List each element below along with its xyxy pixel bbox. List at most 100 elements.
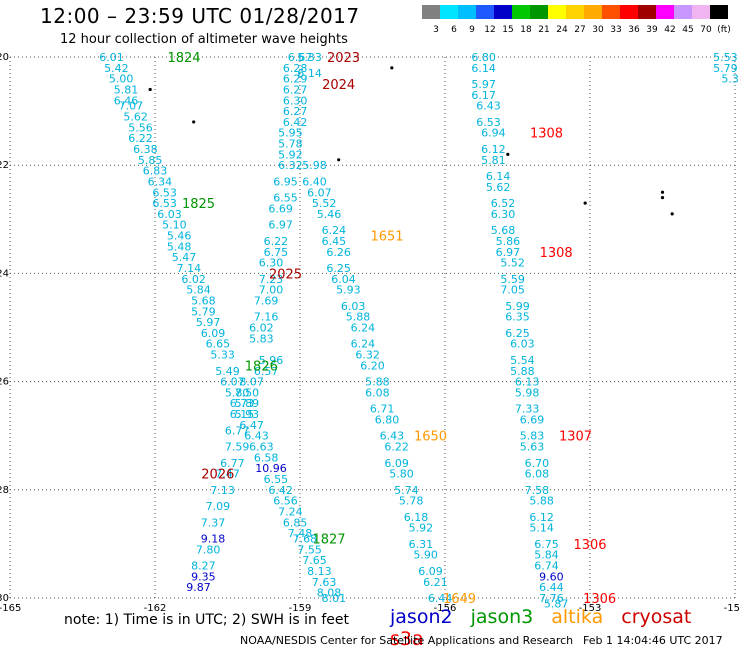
color-swatch bbox=[512, 5, 530, 19]
color-scale-label: 6 bbox=[451, 25, 457, 35]
wave-height-value: 6.26 bbox=[326, 246, 351, 259]
wave-height-value: 6.29 bbox=[283, 73, 308, 86]
color-scale-label: 9 bbox=[469, 25, 475, 35]
wave-height-value: 5.00 bbox=[109, 73, 134, 86]
wave-height-value: 5.98 bbox=[515, 386, 540, 399]
wave-height-value: 5.80 bbox=[225, 386, 250, 399]
wave-height-value: 7.14 bbox=[177, 262, 202, 275]
color-swatch bbox=[494, 5, 512, 19]
wave-height-value: 6.42 bbox=[268, 484, 293, 497]
wave-height-value: 5.46 bbox=[167, 230, 192, 243]
wave-height-value: 6.03 bbox=[510, 338, 535, 351]
wave-height-value: 5.95 bbox=[278, 127, 303, 140]
wave-height-value: 6.97 bbox=[496, 246, 521, 259]
wave-height-value: 7.23 bbox=[259, 273, 284, 286]
island-marker bbox=[192, 120, 196, 124]
y-tick-label: -22 bbox=[0, 160, 9, 171]
island-marker bbox=[583, 201, 587, 205]
wave-height-value: 9.87 bbox=[186, 581, 211, 594]
wave-height-value: 5.46 bbox=[317, 208, 342, 221]
color-swatch bbox=[674, 5, 692, 19]
wave-height-value: 6.27 bbox=[283, 83, 308, 96]
wave-height-value: 6.63 bbox=[249, 441, 274, 454]
wave-height-value: 5.88 bbox=[529, 495, 554, 508]
pass-time-label: 1306 bbox=[583, 592, 616, 607]
wave-height-value: 6.32 bbox=[355, 349, 380, 362]
wave-height-value: 5.97 bbox=[471, 78, 496, 91]
pass-time-label: 1827 bbox=[312, 532, 345, 547]
wave-height-value: 6.04 bbox=[331, 273, 356, 286]
wave-height-value: 6.53 bbox=[152, 197, 177, 210]
wave-height-value: 5.48 bbox=[167, 240, 192, 253]
wave-height-value: 5.54 bbox=[510, 354, 535, 367]
wave-height-value: 6.01 bbox=[99, 51, 124, 64]
x-tick-label: -159 bbox=[289, 603, 312, 614]
wave-height-value: 6.31 bbox=[409, 538, 434, 551]
wave-height-value: 6.02 bbox=[181, 273, 206, 286]
wave-height-value: 7.07 bbox=[119, 100, 144, 113]
wave-height-value: 5.14 bbox=[529, 522, 554, 535]
color-scale-label: 70 bbox=[700, 25, 712, 35]
pass-time-label: 1824 bbox=[167, 51, 200, 66]
color-swatch bbox=[440, 5, 458, 19]
chart-subtitle: 12 hour collection of altimeter wave hei… bbox=[60, 32, 348, 47]
color-swatch bbox=[710, 5, 728, 19]
wave-height-value: 6.14 bbox=[471, 62, 496, 75]
wave-height-value: 6.56 bbox=[273, 495, 298, 508]
wave-height-value: 6.32 bbox=[278, 159, 303, 172]
wave-height-value: 7.69 bbox=[254, 294, 279, 307]
wave-height-value: 10.96 bbox=[255, 462, 287, 475]
wave-height-value: 6.09 bbox=[201, 327, 226, 340]
wave-height-value: 6.52 bbox=[491, 197, 516, 210]
legend-jason3: jason3 bbox=[470, 606, 534, 628]
color-scale-label: (ft) bbox=[717, 25, 730, 35]
wave-height-value: 5.79 bbox=[713, 62, 738, 75]
wave-height-value: 7.50 bbox=[235, 386, 260, 399]
wave-height-value: 6.58 bbox=[254, 451, 279, 464]
wave-height-value: 6.38 bbox=[133, 143, 158, 156]
wave-height-value: 6.30 bbox=[283, 94, 308, 107]
wave-height-value: 6.12 bbox=[481, 143, 506, 156]
wave-height-value: 7.24 bbox=[278, 505, 303, 518]
wave-height-value: 8.07 bbox=[239, 376, 264, 389]
wave-height-value: 6.24 bbox=[322, 224, 347, 237]
wave-height-value: 7.48 bbox=[288, 527, 313, 540]
wave-height-value: 6.65 bbox=[206, 338, 231, 351]
wave-height-value: 6.69 bbox=[520, 413, 545, 426]
color-swatch bbox=[530, 5, 548, 19]
wave-height-value: 5.78 bbox=[399, 495, 424, 508]
color-scale-label: 27 bbox=[574, 25, 585, 35]
wave-height-value: 6.09 bbox=[418, 565, 443, 578]
wave-height-value: 5.88 bbox=[365, 376, 390, 389]
wave-height-value: 5.84 bbox=[534, 549, 559, 562]
wave-height-value: 6.55 bbox=[264, 473, 289, 486]
wave-height-value: 8.13 bbox=[307, 565, 332, 578]
color-swatch bbox=[458, 5, 476, 19]
wave-height-value: 6.77 bbox=[225, 424, 250, 437]
wave-height-value: 6.13 bbox=[515, 376, 540, 389]
wave-height-value: 5.99 bbox=[505, 300, 530, 313]
wave-height-value: 5.81 bbox=[481, 154, 506, 167]
wave-height-value: 6.75 bbox=[264, 246, 289, 259]
pass-time-label: 1651 bbox=[370, 230, 403, 245]
wave-height-value: 6.47 bbox=[239, 419, 264, 432]
wave-height-value: 8.08 bbox=[317, 587, 342, 600]
wave-height-value: 7.65 bbox=[302, 554, 327, 567]
color-swatch bbox=[620, 5, 638, 19]
wave-height-value: 6.08 bbox=[525, 468, 550, 481]
wave-height-value: 7.58 bbox=[525, 484, 550, 497]
wave-height-value: 5.89 bbox=[235, 397, 260, 410]
wave-height-value: 5.84 bbox=[186, 284, 211, 297]
wave-height-value: 6.24 bbox=[351, 338, 376, 351]
wave-height-value: 6.15 bbox=[230, 408, 255, 421]
satellite-legend: jason2 jason3 altika cryosat s3a bbox=[390, 606, 740, 650]
color-swatch bbox=[476, 5, 494, 19]
wave-height-value: 6.75 bbox=[534, 538, 559, 551]
y-tick-label: -30 bbox=[0, 593, 9, 604]
wave-height-value: 5.52 bbox=[500, 257, 525, 270]
wave-height-value: 7.00 bbox=[259, 284, 284, 297]
wave-height-value: 6.14 bbox=[297, 67, 322, 80]
wave-height-value: 5.53 bbox=[713, 51, 738, 64]
pass-time-label: 2024 bbox=[322, 78, 355, 93]
